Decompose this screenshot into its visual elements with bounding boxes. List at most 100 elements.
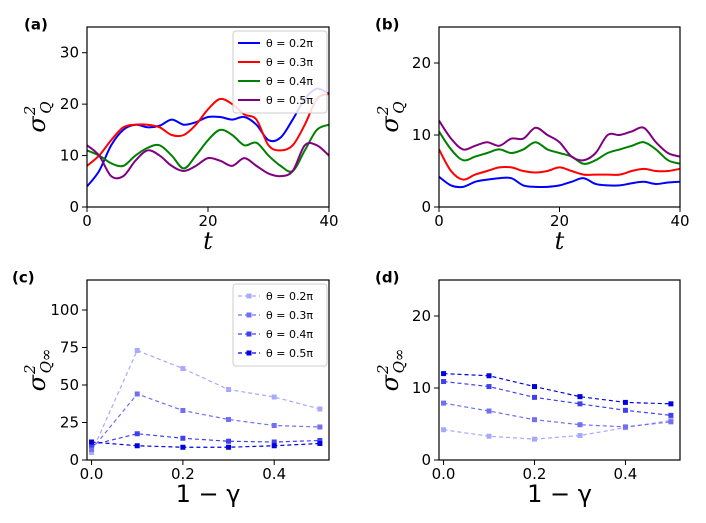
data-point	[577, 422, 583, 428]
data-point	[271, 394, 277, 400]
x-tick-label: 0.4	[262, 465, 286, 483]
panel-label: (d)	[375, 269, 399, 287]
y-axis-label: σ2Q∞	[374, 349, 408, 392]
data-point	[486, 373, 492, 379]
y-tick-label: 100	[50, 301, 79, 319]
legend: θ = 0.2π θ = 0.3π θ = 0.4π θ = 0.5π	[232, 30, 328, 114]
x-tick-label: 20	[198, 212, 217, 230]
series-line	[87, 92, 329, 167]
data-point	[226, 438, 232, 444]
x-tick-label: 0	[434, 212, 444, 230]
data-point	[271, 423, 277, 428]
panel-label: (a)	[24, 16, 48, 34]
legend-entry: θ = 0.4π	[266, 75, 313, 88]
x-tick-label: 0.2	[171, 465, 195, 483]
data-point	[577, 394, 583, 400]
y-tick-label: 20	[412, 307, 431, 325]
data-point	[441, 371, 447, 377]
data-point	[180, 444, 186, 450]
axes-frame	[438, 279, 681, 461]
data-point	[317, 441, 323, 446]
plot-area	[87, 87, 329, 188]
data-point	[577, 433, 583, 439]
x-tick-label: 40	[319, 212, 338, 230]
axes-frame	[438, 26, 681, 208]
x-axis-label: 1 − γ	[176, 480, 241, 508]
x-axis-label: 1 − γ	[527, 480, 592, 508]
axes-frame	[86, 279, 330, 461]
x-tick-label: 0.0	[432, 465, 456, 483]
data-point	[89, 447, 95, 452]
plot-area	[439, 120, 680, 189]
legend-entry: θ = 0.4π	[266, 328, 313, 341]
x-tick-label: 40	[670, 212, 689, 230]
x-axis-label: t	[203, 227, 213, 255]
legend-entry: θ = 0.3π	[266, 309, 313, 322]
data-point	[134, 431, 140, 437]
y-tick-label: 10	[412, 379, 431, 397]
data-point	[486, 384, 492, 390]
y-axis-label: σ2Q	[374, 101, 408, 132]
x-tick-label: 0	[82, 212, 92, 230]
data-point	[441, 400, 447, 406]
data-point	[622, 399, 628, 405]
series-line	[443, 419, 671, 440]
data-point	[89, 450, 95, 455]
legend-marker	[246, 293, 252, 299]
x-axis-label: t	[555, 227, 565, 255]
y-axis-label: σ2Q∞	[21, 349, 55, 392]
data-point	[134, 348, 140, 353]
y-axis-label: σ2Q	[21, 101, 55, 132]
legend-marker	[246, 312, 252, 318]
x-tick-label: 0.4	[614, 465, 638, 483]
x-tick-label: 0.2	[523, 465, 547, 483]
y-tick-label: 75	[60, 339, 79, 357]
series-line	[91, 393, 320, 450]
data-point	[317, 406, 323, 412]
series-line	[91, 433, 320, 446]
legend-entry: θ = 0.5π	[266, 94, 313, 107]
y-tick-label: 25	[60, 414, 79, 432]
legend-entry: θ = 0.3π	[266, 56, 313, 69]
y-tick-label: 20	[60, 95, 79, 113]
data-point	[668, 419, 674, 425]
legend-entry: θ = 0.2π	[266, 290, 313, 303]
data-point	[180, 408, 186, 413]
data-point	[531, 394, 537, 400]
panel-3: (d) 0.0 0.2 0.4 0 10 20 1 − γ σ2Q∞	[374, 269, 681, 508]
y-tick-label: 0	[421, 451, 431, 469]
series-line	[443, 380, 671, 416]
data-point	[134, 391, 140, 397]
panel-label: (b)	[375, 16, 399, 34]
series-line	[439, 130, 680, 165]
y-tick-label: 20	[412, 54, 431, 72]
panel-label: (c)	[12, 269, 35, 287]
data-point	[226, 387, 232, 392]
data-point	[226, 417, 232, 422]
plot-area	[441, 371, 674, 442]
data-point	[134, 443, 140, 449]
data-point	[271, 443, 277, 449]
data-point	[531, 384, 537, 390]
series-line	[443, 402, 671, 428]
data-point	[668, 401, 674, 407]
series-line	[91, 349, 321, 453]
data-point	[577, 401, 583, 407]
legend-entry: θ = 0.5π	[266, 347, 313, 360]
y-tick-label: 0	[69, 198, 79, 216]
legend-entry: θ = 0.2π	[266, 37, 313, 50]
data-point	[486, 408, 492, 414]
y-tick-label: 0	[69, 451, 79, 469]
x-tick-label: 20	[550, 212, 569, 230]
series-line	[439, 175, 680, 189]
series-line	[91, 441, 320, 448]
data-point	[89, 442, 95, 448]
data-point	[89, 439, 95, 445]
data-point	[622, 407, 628, 413]
series-line	[439, 148, 680, 181]
series-line	[87, 87, 329, 188]
legend-marker	[246, 350, 252, 356]
data-point	[180, 366, 186, 371]
data-point	[668, 412, 674, 418]
